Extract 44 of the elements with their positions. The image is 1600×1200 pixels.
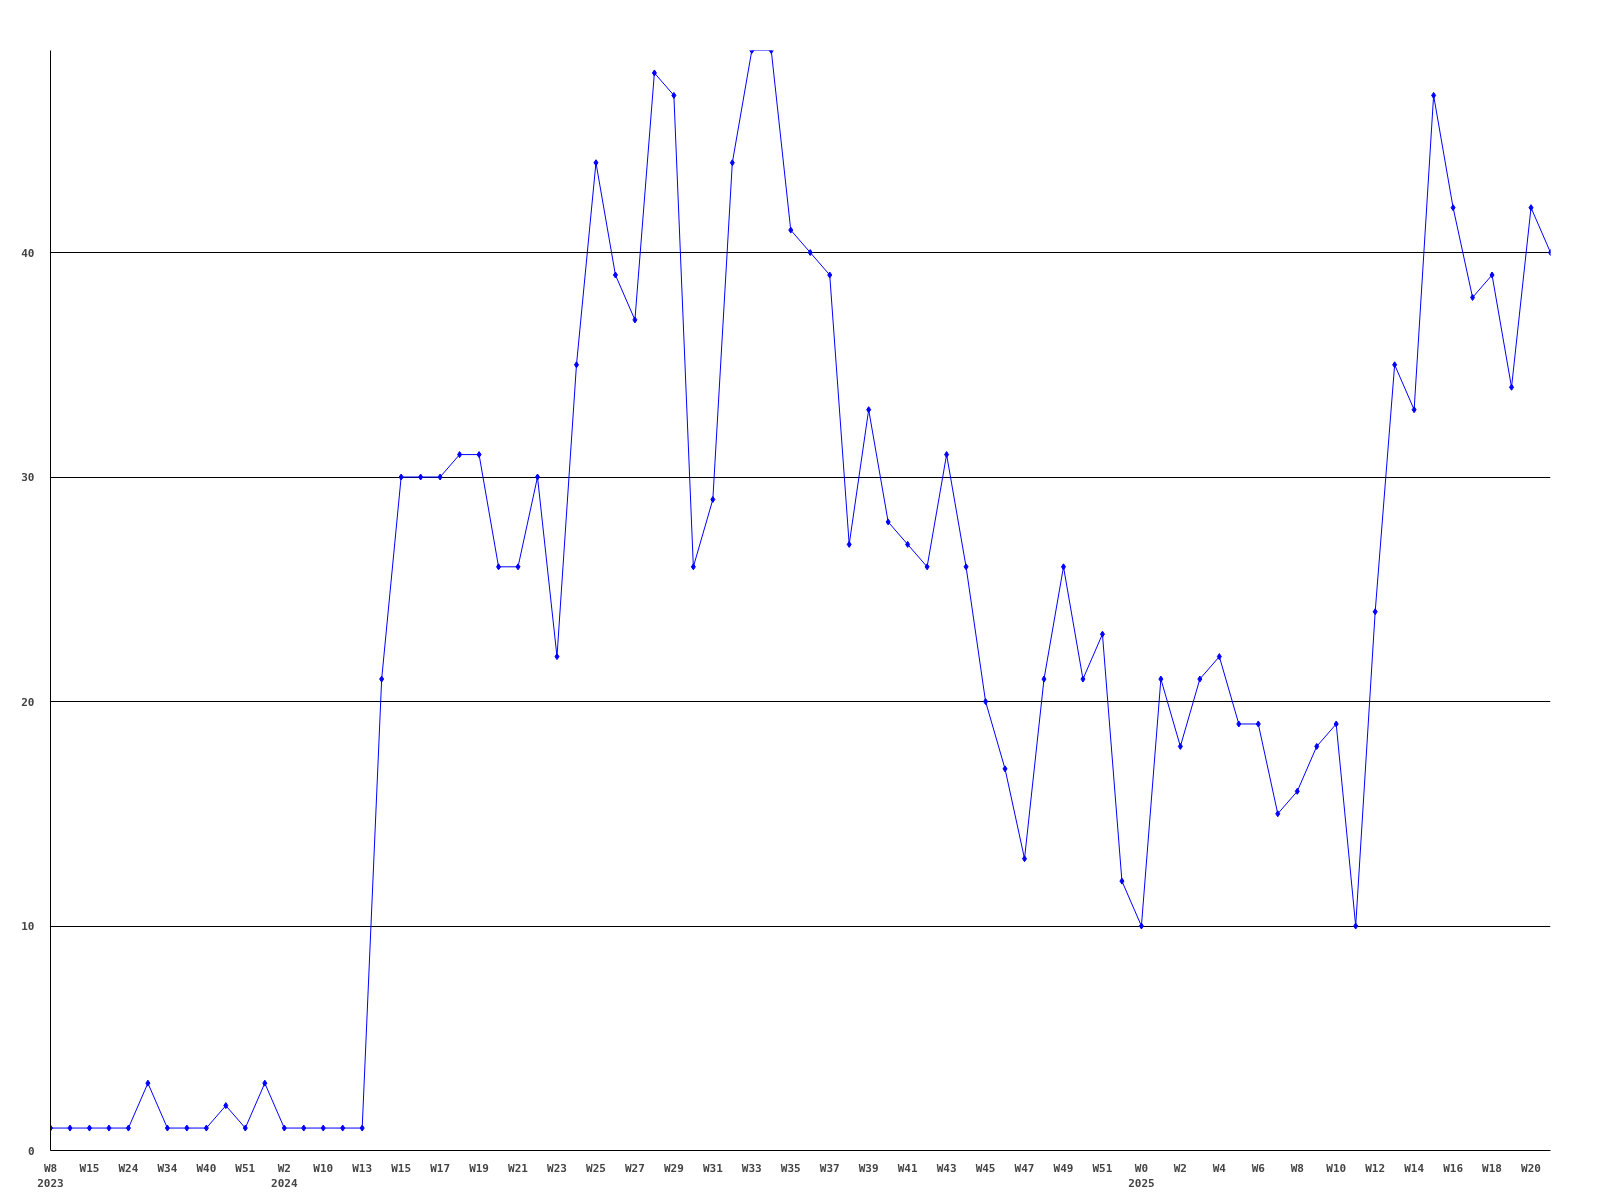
x-tick-label: W49 <box>1053 1161 1074 1175</box>
x-tick-label: W15 <box>391 1161 412 1175</box>
x-tick-label: W41 <box>897 1161 918 1175</box>
x-tick-label: W10 <box>313 1161 334 1175</box>
x-tick-label: W8 2023 <box>37 1161 64 1191</box>
y-tick-label: 10 <box>21 920 35 934</box>
x-tick-label: W47 <box>1014 1161 1035 1175</box>
x-tick-label: W21 <box>508 1161 529 1175</box>
x-tick-label: W24 <box>118 1161 139 1175</box>
x-tick-label: W13 <box>352 1161 373 1175</box>
x-tick-label: W4 <box>1212 1161 1227 1175</box>
y-tick-label: 30 <box>21 471 35 485</box>
x-tick-label: W35 <box>780 1161 801 1175</box>
x-tick-label: W39 <box>858 1161 879 1175</box>
x-tick-label: W37 <box>819 1161 840 1175</box>
x-tick-label: W31 <box>702 1161 724 1175</box>
x-tick-label: W18 <box>1482 1161 1502 1175</box>
x-tick-label: W33 <box>741 1161 762 1175</box>
x-tick-label: W0 2025 <box>1128 1161 1155 1191</box>
y-tick-label: 20 <box>21 695 35 709</box>
x-tick-label: W15 <box>79 1161 100 1175</box>
x-tick-label: W51 <box>235 1161 256 1175</box>
x-tick-label: W20 <box>1521 1161 1541 1175</box>
x-tick-label: W8 <box>1290 1161 1304 1175</box>
x-tick-label: W19 <box>469 1161 490 1175</box>
x-tick-label: W34 <box>157 1161 178 1175</box>
x-tick-label: W10 <box>1326 1161 1347 1175</box>
x-tick-label: W27 <box>624 1161 645 1175</box>
y-tick-label: 40 <box>21 246 35 260</box>
y-tick-label: 0 <box>27 1144 35 1158</box>
x-tick-label: W40 <box>196 1161 217 1175</box>
x-tick-label: W25 <box>586 1161 606 1175</box>
x-tick-label: W23 <box>547 1161 567 1175</box>
x-tick-label: W29 <box>663 1161 684 1175</box>
x-tick-label: W2 2024 <box>271 1161 298 1191</box>
x-tick-label: W45 <box>975 1161 996 1175</box>
x-tick-label: W17 <box>430 1161 451 1175</box>
x-tick-label: W14 <box>1404 1161 1425 1175</box>
x-tick-label: W43 <box>936 1161 957 1175</box>
x-tick-label: W16 <box>1443 1161 1464 1175</box>
x-tick-label: W51 <box>1092 1161 1113 1175</box>
x-tick-label: W2 <box>1173 1161 1187 1175</box>
x-tick-label: W6 <box>1251 1161 1266 1175</box>
x-tick-label: W12 <box>1365 1161 1386 1175</box>
